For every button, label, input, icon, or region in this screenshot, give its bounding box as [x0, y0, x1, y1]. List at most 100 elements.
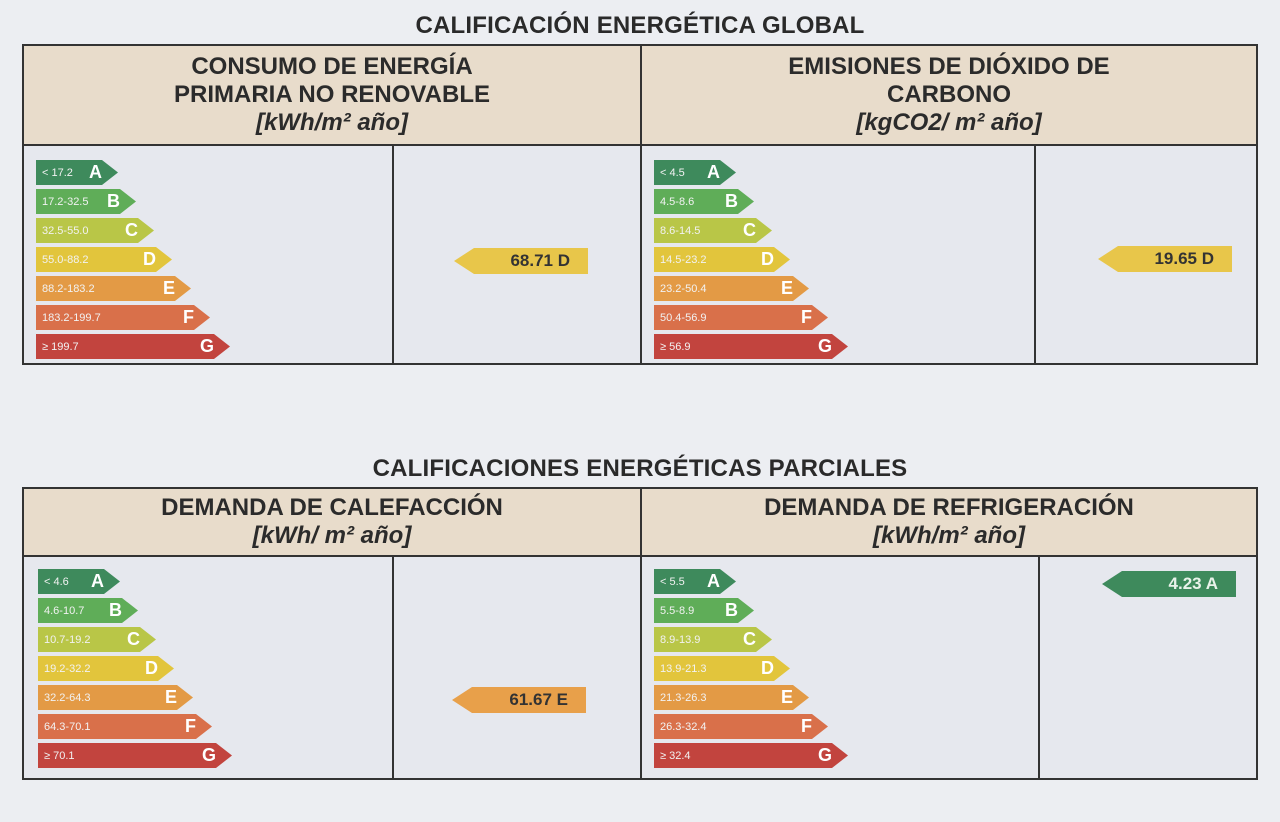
result-cell: 19.65 D [1036, 146, 1256, 363]
rating-scale: < 4.5 A 4.5-8.6 B 8.6-14.5 C 14.5-23.2 D 23.… [642, 146, 1036, 363]
range-label: ≥ 70.1 [44, 749, 75, 762]
range-label: 88.2-183.2 [42, 282, 95, 295]
rating-letter: D [761, 658, 774, 678]
result-indicator: 4.23 A [1102, 571, 1236, 597]
range-label: 10.7-19.2 [44, 633, 91, 646]
range-label: 32.2-64.3 [44, 691, 91, 704]
rating-scale: < 17.2 A 17.2-32.5 B 32.5-55.0 C 55.0-88.2 D… [24, 146, 394, 363]
rating-bar-f: 64.3-70.1 F [38, 714, 212, 739]
range-label: 17.2-32.5 [42, 195, 89, 208]
range-label: 14.5-23.2 [660, 253, 707, 266]
rating-letter: B [107, 191, 120, 211]
result-cell: 61.67 E [394, 557, 640, 778]
rating-letter: E [780, 278, 793, 298]
rating-letter: C [743, 220, 756, 240]
rating-letter: A [91, 571, 104, 591]
rating-bar-a: < 4.5 A [654, 160, 736, 185]
rating-bar-g: ≥ 56.9 G [654, 334, 848, 359]
rating-bar-c: 8.9-13.9 C [654, 627, 772, 652]
panel-unit: [kWh/m² año] [256, 109, 408, 136]
rating-letter: A [707, 571, 720, 591]
rating-letter: C [127, 629, 140, 649]
panel-unit: [kWh/ m² año] [252, 522, 412, 549]
rating-bar-d: 14.5-23.2 D [654, 247, 790, 272]
rating-letter: D [145, 658, 158, 678]
panel-unit: [kgCO2/ m² año] [856, 109, 1042, 136]
range-label: 32.5-55.0 [42, 224, 89, 237]
range-label: 183.2-199.7 [42, 311, 101, 324]
panel-title-line: CARBONO [887, 81, 1011, 108]
range-label: ≥ 56.9 [660, 340, 691, 353]
rating-letter: E [164, 687, 177, 707]
rating-bar-e: 21.3-26.3 E [654, 685, 809, 710]
rating-bar-e: 88.2-183.2 E [36, 276, 191, 301]
rating-letter: G [817, 745, 832, 765]
panel-title-line: EMISIONES DE DIÓXIDO DE [788, 53, 1110, 80]
rating-bar-f: 183.2-199.7 F [36, 305, 210, 330]
rating-letter: D [761, 249, 774, 269]
rating-letter: B [109, 600, 122, 620]
rating-letter: F [801, 307, 812, 327]
rating-bar-d: 13.9-21.3 D [654, 656, 790, 681]
rating-scale: < 4.6 A 4.6-10.7 B 10.7-19.2 C 19.2-32.2 D 3… [24, 557, 394, 778]
rating-letter: F [183, 307, 194, 327]
rating-bar-a: < 17.2 A [36, 160, 118, 185]
rating-bar-g: ≥ 32.4 G [654, 743, 848, 768]
rating-letter: B [725, 600, 738, 620]
range-label: 21.3-26.3 [660, 691, 707, 704]
rating-bar-c: 8.6-14.5 C [654, 218, 772, 243]
range-label: < 17.2 [42, 166, 73, 179]
range-label: < 5.5 [660, 575, 685, 588]
rating-letter: E [162, 278, 175, 298]
range-label: 50.4-56.9 [660, 311, 707, 324]
result-indicator: 19.65 D [1098, 246, 1232, 272]
range-label: 4.5-8.6 [660, 195, 695, 208]
rating-letter: G [201, 745, 216, 765]
range-label: 26.3-32.4 [660, 720, 707, 733]
range-label: 8.9-13.9 [660, 633, 701, 646]
rating-letter: F [801, 716, 812, 736]
cooling-demand-panel: DEMANDA DE REFRIGERACIÓN [kWh/m² año] < … [640, 489, 1256, 778]
rating-letter: E [780, 687, 793, 707]
panel-title-line: CONSUMO DE ENERGÍA [191, 53, 473, 80]
rating-bar-f: 26.3-32.4 F [654, 714, 828, 739]
rating-bar-b: 4.5-8.6 B [654, 189, 754, 214]
rating-bar-a: < 5.5 A [654, 569, 736, 594]
range-label: < 4.5 [660, 166, 685, 179]
rating-bar-b: 5.5-8.9 B [654, 598, 754, 623]
rating-bar-b: 4.6-10.7 B [38, 598, 138, 623]
global-rating-title: CALIFICACIÓN ENERGÉTICA GLOBAL [415, 12, 865, 39]
rating-bar-e: 32.2-64.3 E [38, 685, 193, 710]
rating-letter: G [817, 336, 832, 356]
panel-title-line: DEMANDA DE REFRIGERACIÓN [764, 494, 1134, 521]
rating-letter: F [185, 716, 196, 736]
result-indicator: 61.67 E [452, 687, 586, 713]
range-label: 8.6-14.5 [660, 224, 701, 237]
range-label: 4.6-10.7 [44, 604, 85, 617]
result-cell: 4.23 A [1040, 557, 1256, 778]
rating-letter: A [707, 162, 720, 182]
result-cell: 68.71 D [394, 146, 640, 363]
rating-letter: G [199, 336, 214, 356]
partial-rating-title: CALIFICACIONES ENERGÉTICAS PARCIALES [372, 455, 908, 482]
rating-bar-d: 19.2-32.2 D [38, 656, 174, 681]
rating-letter: C [125, 220, 138, 240]
panel-header: CONSUMO DE ENERGÍA PRIMARIA NO RENOVABLE… [24, 46, 640, 146]
rating-bar-c: 10.7-19.2 C [38, 627, 156, 652]
rating-bar-g: ≥ 199.7 G [36, 334, 230, 359]
co2-emissions-panel: EMISIONES DE DIÓXIDO DE CARBONO [kgCO2/ … [640, 46, 1256, 363]
panel-unit: [kWh/m² año] [873, 522, 1025, 549]
global-rating-table: CONSUMO DE ENERGÍA PRIMARIA NO RENOVABLE… [22, 44, 1258, 365]
rating-bar-c: 32.5-55.0 C [36, 218, 154, 243]
partial-rating-table: DEMANDA DE CALEFACCIÓN [kWh/ m² año] < 4… [22, 487, 1258, 780]
panel-header: EMISIONES DE DIÓXIDO DE CARBONO [kgCO2/ … [642, 46, 1256, 146]
range-label: ≥ 199.7 [42, 340, 79, 353]
panel-header: DEMANDA DE REFRIGERACIÓN [kWh/m² año] [642, 489, 1256, 557]
range-label: 19.2-32.2 [44, 662, 91, 675]
rating-scale: < 5.5 A 5.5-8.9 B 8.9-13.9 C 13.9-21.3 D 21.… [642, 557, 1040, 778]
panel-title-line: PRIMARIA NO RENOVABLE [173, 81, 490, 108]
rating-letter: D [143, 249, 156, 269]
range-label: 5.5-8.9 [660, 604, 695, 617]
range-label: < 4.6 [44, 575, 69, 588]
rating-bar-f: 50.4-56.9 F [654, 305, 828, 330]
